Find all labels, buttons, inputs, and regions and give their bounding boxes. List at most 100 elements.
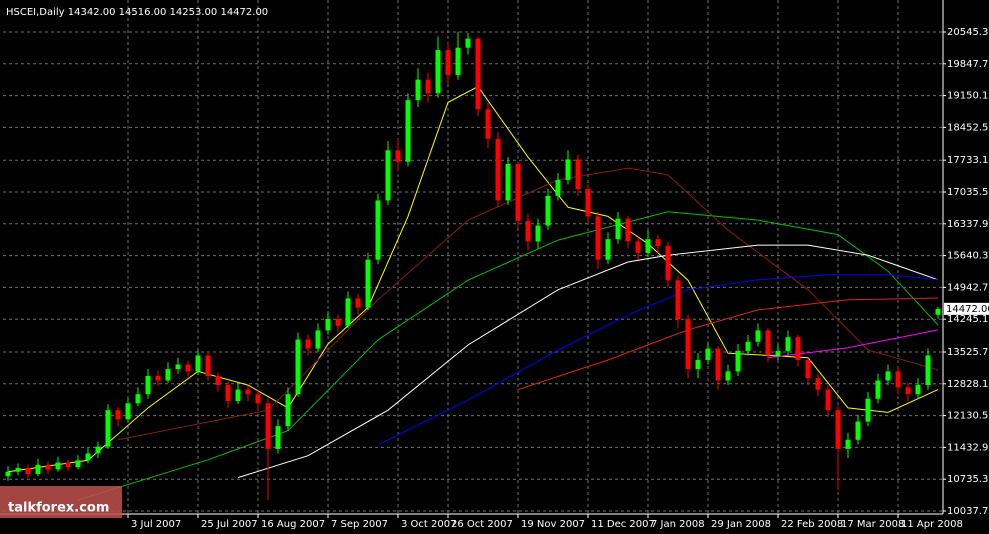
candle-body — [565, 159, 571, 180]
x-tick-label: 19 Nov 2007 — [521, 519, 585, 530]
indicator-line — [117, 167, 939, 441]
candle-body — [175, 364, 181, 370]
x-tick-label: 11 Dec 2007 — [591, 519, 655, 530]
y-tick-label: 19150.10 — [947, 91, 989, 102]
y-tick-label: 19847.70 — [947, 59, 989, 70]
x-tick-label: 16 Aug 2007 — [261, 519, 325, 530]
candle-body — [795, 337, 801, 361]
candle-body — [285, 394, 291, 427]
price-marker-box — [944, 302, 989, 315]
indicator-line — [517, 297, 939, 391]
y-tick-label: 12828.10 — [947, 379, 989, 390]
candle-body — [365, 259, 371, 308]
candle-body — [595, 216, 601, 260]
y-tick-label: 11432.90 — [947, 442, 989, 453]
candle-body — [825, 389, 831, 411]
indicator-line — [77, 211, 939, 501]
y-tick-label: 17733.10 — [947, 155, 989, 166]
candle-body — [925, 355, 931, 386]
candle-body — [55, 462, 61, 470]
candle-body — [805, 360, 811, 379]
candle-body — [435, 50, 441, 94]
candle-body — [735, 350, 741, 372]
candle-body — [605, 239, 611, 260]
price-marker-label: 14472.00 — [946, 304, 989, 315]
candle-body — [575, 159, 581, 190]
candle-body — [185, 364, 191, 372]
indicator-line — [377, 274, 939, 446]
grid — [3, 0, 943, 514]
candle-body — [315, 330, 321, 349]
candle-body — [685, 318, 691, 370]
candle-body — [765, 330, 771, 356]
candle-body — [635, 241, 641, 253]
candle-body — [485, 109, 491, 139]
candle-body — [105, 410, 111, 447]
candle-body — [845, 439, 851, 449]
candle-body — [245, 389, 251, 395]
candle-body — [525, 220, 531, 242]
y-tick-label: 14245.10 — [947, 314, 989, 325]
candle-body — [295, 339, 301, 395]
candle-body — [465, 38, 471, 48]
indicator-line — [237, 244, 939, 479]
candle-body — [535, 225, 541, 242]
candle-body — [785, 337, 791, 351]
y-tick-label: 18452.50 — [947, 122, 989, 133]
candle-body — [445, 50, 451, 76]
candle-body — [85, 453, 91, 461]
candle-body — [395, 150, 401, 162]
candle-body — [885, 371, 891, 381]
watermark-box — [0, 486, 122, 518]
candle-body — [425, 79, 431, 94]
candle-body — [215, 375, 221, 386]
y-tick-label: 15640.30 — [947, 251, 989, 262]
candle-body — [675, 280, 681, 319]
chart-title: HSCEI,Daily 14342.00 14516.00 14253.00 1… — [6, 7, 268, 18]
candle-body — [115, 410, 121, 420]
y-tick-label: 10037.70 — [947, 506, 989, 517]
candle-body — [335, 318, 341, 326]
candle-body — [325, 318, 331, 331]
candle-body — [305, 339, 311, 349]
y-tick-label: 16337.90 — [947, 219, 989, 230]
x-tick-label: 26 Oct 2007 — [451, 519, 513, 530]
x-tick-label: 7 Sep 2007 — [331, 519, 388, 530]
watermark: talkforex.com — [8, 501, 109, 516]
axis-labels: 20545.30 19847.70 19150.10 18452.50 17733.10… — [127, 27, 989, 530]
x-tick-label: 11 Apr 2008 — [901, 519, 963, 530]
candle-body — [455, 47, 461, 76]
candle-body — [755, 330, 761, 342]
candle-body — [415, 79, 421, 101]
candle-body — [775, 350, 781, 356]
candle-body — [405, 100, 411, 162]
x-tick-label: 25 Jul 2007 — [201, 519, 258, 530]
candle-body — [155, 375, 161, 381]
candle-body — [45, 464, 51, 470]
candle-body — [935, 308, 941, 315]
y-tick-label: 13525.70 — [947, 347, 989, 358]
candle-body — [725, 371, 731, 381]
x-tick-label: 17 Mar 2008 — [841, 519, 904, 530]
candle-body — [585, 189, 591, 217]
y-tick-label: 14942.70 — [947, 282, 989, 293]
x-tick-label: 29 Jan 2008 — [711, 519, 771, 530]
candle-body — [645, 239, 651, 253]
candle-body — [145, 375, 151, 395]
candle-body — [255, 394, 261, 404]
indicator-line — [7, 85, 939, 473]
candle-body — [265, 403, 271, 449]
x-tick-label: 7 Jan 2008 — [651, 519, 705, 530]
candle-body — [475, 38, 481, 110]
candle-body — [905, 387, 911, 395]
candle-body — [355, 298, 361, 308]
candle-body — [815, 378, 821, 390]
candle-body — [555, 179, 561, 196]
candle-body — [205, 355, 211, 376]
x-tick-label: 22 Feb 2008 — [781, 519, 843, 530]
candle-body — [895, 371, 901, 388]
y-tick-label: 12130.50 — [947, 411, 989, 422]
